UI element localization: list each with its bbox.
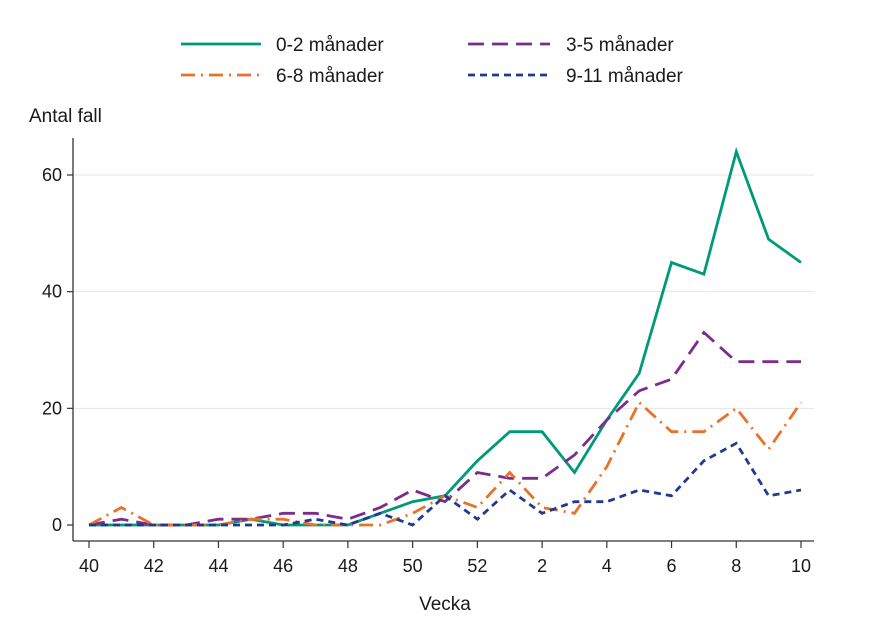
legend: 0-2 månader 3-5 månader 6-8 månader 9-11 må… xyxy=(181,35,684,87)
legend-label-0: 0-2 månader xyxy=(276,35,384,56)
x-tick-label: 6 xyxy=(667,556,677,576)
series-line-2 xyxy=(88,400,803,527)
series-lines xyxy=(88,147,803,527)
x-tick-label: 48 xyxy=(338,556,358,576)
x-ticks: 40 42 44 46 48 50 52 2 4 6 8 10 xyxy=(79,541,811,576)
x-axis-title: Vecka xyxy=(419,594,471,615)
x-tick-label: 50 xyxy=(403,556,423,576)
x-tick-label: 42 xyxy=(144,556,164,576)
y-tick-label: 20 xyxy=(42,398,62,418)
y-tick-label: 0 xyxy=(52,515,62,535)
axes xyxy=(72,138,814,542)
x-tick-label: 4 xyxy=(602,556,612,576)
series-line-0 xyxy=(89,147,802,527)
y-tick-label: 60 xyxy=(42,165,62,185)
series-line-3 xyxy=(89,441,802,527)
x-tick-label: 52 xyxy=(467,556,487,576)
x-tick-label: 40 xyxy=(79,556,99,576)
legend-label-1: 3-5 månader xyxy=(566,35,674,56)
x-tick-label: 10 xyxy=(791,556,811,576)
y-tick-label: 40 xyxy=(42,282,62,302)
x-tick-label: 2 xyxy=(537,556,547,576)
x-tick-label: 46 xyxy=(273,556,293,576)
legend-label-2: 6-8 månader xyxy=(276,66,384,87)
y-ticks: 0 20 40 60 xyxy=(42,165,73,535)
series-line-1 xyxy=(88,330,801,527)
legend-label-3: 9-11 månader xyxy=(566,66,684,87)
x-tick-label: 8 xyxy=(731,556,741,576)
y-axis-title: Antal fall xyxy=(29,106,102,127)
x-tick-label: 44 xyxy=(208,556,228,576)
gridlines xyxy=(73,174,814,409)
